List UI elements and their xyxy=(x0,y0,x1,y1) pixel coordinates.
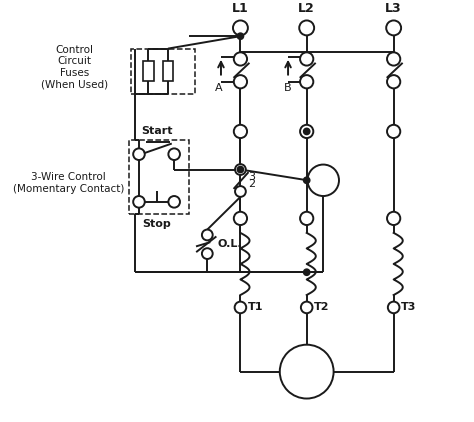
Circle shape xyxy=(299,20,314,35)
Circle shape xyxy=(233,20,248,35)
Bar xyxy=(131,49,195,94)
Text: 2: 2 xyxy=(248,179,255,189)
Circle shape xyxy=(386,20,401,35)
Text: O.L.: O.L. xyxy=(218,239,242,249)
Circle shape xyxy=(133,149,145,160)
Circle shape xyxy=(234,52,247,65)
Circle shape xyxy=(388,302,400,313)
Text: Control
Circuit
Fuses
(When Used): Control Circuit Fuses (When Used) xyxy=(41,45,109,89)
Circle shape xyxy=(237,167,243,173)
Circle shape xyxy=(133,196,145,208)
Circle shape xyxy=(304,129,310,134)
Circle shape xyxy=(300,52,313,65)
Circle shape xyxy=(387,212,400,225)
Circle shape xyxy=(235,164,246,175)
Text: L2: L2 xyxy=(298,3,315,16)
Text: 3: 3 xyxy=(248,172,255,181)
Circle shape xyxy=(168,196,180,208)
Circle shape xyxy=(235,186,246,197)
Circle shape xyxy=(308,165,339,196)
Text: T2: T2 xyxy=(314,303,329,312)
Bar xyxy=(163,62,173,81)
Circle shape xyxy=(235,302,246,313)
Circle shape xyxy=(304,269,310,275)
Circle shape xyxy=(202,248,213,259)
Circle shape xyxy=(234,212,247,225)
Text: T3: T3 xyxy=(401,303,417,312)
Text: Motor: Motor xyxy=(288,367,325,376)
Bar xyxy=(143,62,154,81)
Circle shape xyxy=(387,125,400,138)
Circle shape xyxy=(234,125,247,138)
Text: L3: L3 xyxy=(385,3,402,16)
Text: B: B xyxy=(284,83,292,92)
Circle shape xyxy=(168,149,180,160)
Circle shape xyxy=(300,75,313,88)
Circle shape xyxy=(234,75,247,88)
Circle shape xyxy=(300,212,313,225)
Circle shape xyxy=(301,302,312,313)
Text: Stop: Stop xyxy=(142,219,171,229)
Circle shape xyxy=(304,177,310,183)
Circle shape xyxy=(387,52,400,65)
Circle shape xyxy=(300,125,313,138)
Text: A: A xyxy=(215,83,223,92)
Text: Start: Start xyxy=(141,126,173,135)
Circle shape xyxy=(387,75,400,88)
Circle shape xyxy=(237,167,243,173)
Text: 3-Wire Control
(Momentary Contact): 3-Wire Control (Momentary Contact) xyxy=(13,173,124,194)
Circle shape xyxy=(202,230,213,241)
Text: L1: L1 xyxy=(232,3,249,16)
Text: T1: T1 xyxy=(248,303,264,312)
Circle shape xyxy=(280,345,334,398)
Bar xyxy=(128,140,189,214)
Circle shape xyxy=(237,33,243,39)
